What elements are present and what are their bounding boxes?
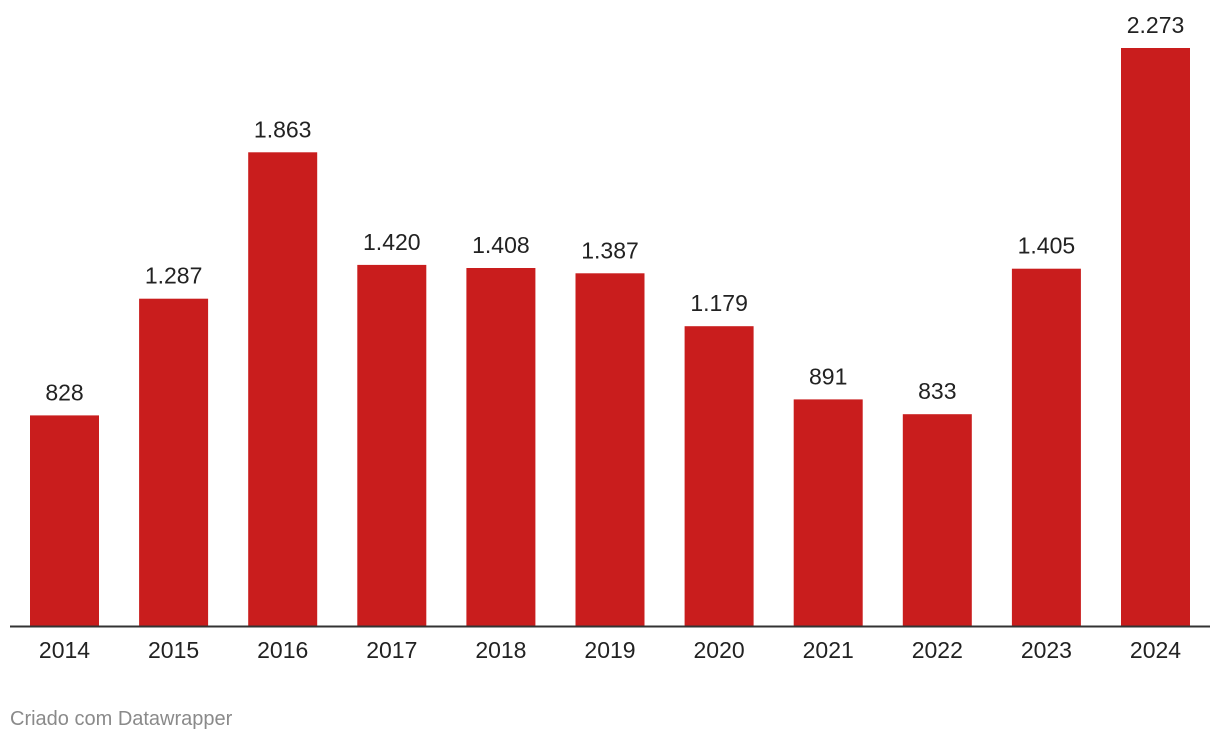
bar-2014	[30, 415, 99, 626]
bar-2017	[357, 264, 427, 626]
bar-2019	[575, 273, 645, 626]
x-tick-label-2017: 2017	[366, 637, 417, 663]
bar-2021	[793, 399, 863, 626]
bar-2022	[902, 414, 972, 626]
bar-2023	[1011, 268, 1081, 626]
value-label-2020: 1.179	[690, 290, 748, 316]
value-label-2023: 1.405	[1018, 233, 1076, 259]
bar-2020	[684, 326, 754, 626]
value-label-2022: 833	[918, 378, 956, 404]
x-tick-label-2016: 2016	[257, 637, 308, 663]
value-label-2021: 891	[809, 363, 847, 389]
credit-text: Criado com Datawrapper	[10, 708, 233, 730]
x-tick-label-2015: 2015	[148, 637, 199, 663]
bars-group	[30, 48, 1190, 627]
x-tick-label-2020: 2020	[694, 637, 745, 663]
x-tick-label-2022: 2022	[912, 637, 963, 663]
x-tick-label-2014: 2014	[39, 637, 90, 663]
value-label-2014: 828	[45, 379, 83, 405]
value-label-2024: 2.273	[1127, 12, 1185, 38]
x-tick-label-2024: 2024	[1130, 637, 1181, 663]
bar-2015	[139, 298, 209, 626]
bar-chart: 828 1.287 1.863 1.420 1.408 1.387 1.179 891 833 1…	[10, 12, 1210, 663]
value-labels-group: 828 1.287 1.863 1.420 1.408 1.387 1.179 891 833 1…	[45, 12, 1184, 405]
value-label-2015: 1.287	[145, 263, 203, 289]
value-label-2017: 1.420	[363, 229, 421, 255]
x-tick-labels-group: 2014 2015 2016 2017 2018 2019 2020 2021 2022 2023…	[39, 637, 1181, 663]
bar-2018	[466, 268, 536, 626]
value-label-2019: 1.387	[581, 237, 639, 263]
value-label-2016: 1.863	[254, 116, 312, 142]
x-tick-label-2021: 2021	[803, 637, 854, 663]
x-tick-label-2018: 2018	[475, 637, 526, 663]
x-tick-label-2023: 2023	[1021, 637, 1072, 663]
bar-2016	[248, 152, 318, 627]
value-label-2018: 1.408	[472, 232, 530, 258]
bar-2024	[1121, 48, 1190, 626]
x-tick-label-2019: 2019	[584, 637, 635, 663]
